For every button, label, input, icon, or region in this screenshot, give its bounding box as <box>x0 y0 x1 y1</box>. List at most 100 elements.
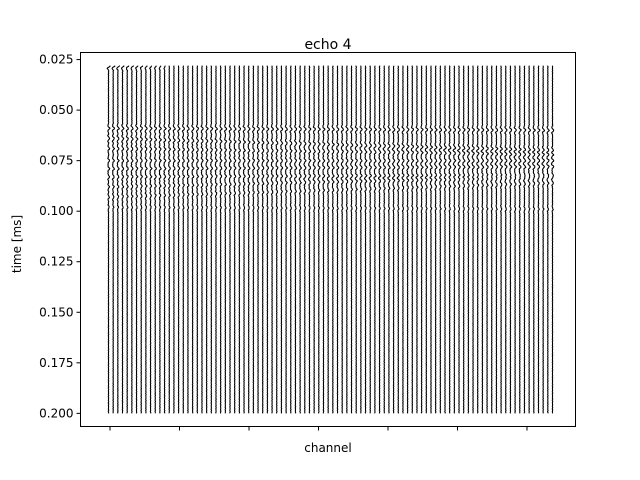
trace-line <box>284 65 289 414</box>
trace-line <box>116 65 121 414</box>
trace-line <box>536 65 541 414</box>
trace-line <box>490 65 494 414</box>
trace-line <box>443 65 447 414</box>
trace-line <box>461 65 466 414</box>
trace-line <box>139 65 144 414</box>
trace-line <box>219 65 223 414</box>
trace-line <box>195 65 200 414</box>
trace-line <box>508 65 513 414</box>
trace-line <box>153 65 158 414</box>
y-tick-label: 0.050 <box>39 103 73 117</box>
trace-line <box>233 65 237 414</box>
trace-line <box>527 65 532 414</box>
trace-line <box>335 65 340 414</box>
trace-line <box>438 65 443 414</box>
y-tick-label: 0.025 <box>39 53 73 67</box>
trace-line <box>172 65 176 414</box>
trace-line <box>345 65 349 414</box>
trace-line <box>513 65 518 414</box>
trace-line <box>205 65 209 414</box>
trace-line <box>214 65 218 414</box>
trace-line <box>401 65 405 414</box>
trace-line <box>471 65 475 414</box>
trace-line <box>504 65 508 414</box>
trace-line <box>125 65 130 414</box>
trace-line <box>368 65 373 414</box>
trace-line <box>322 65 326 414</box>
trace-line <box>275 65 280 414</box>
trace-line <box>130 65 135 414</box>
trace-line <box>270 65 275 414</box>
trace-line <box>359 65 363 414</box>
trace-line <box>120 65 125 414</box>
trace-line <box>163 65 167 414</box>
trace-line <box>480 65 485 414</box>
trace-line <box>452 65 457 414</box>
trace-line <box>144 65 148 414</box>
trace-line <box>186 65 190 414</box>
trace-line <box>252 65 256 414</box>
trace-line <box>424 65 429 414</box>
trace-line <box>111 65 116 414</box>
trace-line <box>410 65 415 414</box>
trace-line <box>545 65 550 414</box>
trace-line <box>256 65 261 414</box>
trace-line <box>550 65 555 414</box>
trace-line <box>191 65 195 414</box>
trace-line <box>405 65 410 414</box>
trace-line <box>223 65 228 414</box>
trace-line <box>363 65 368 414</box>
trace-line <box>289 65 293 414</box>
x-axis-label: channel <box>304 441 351 455</box>
trace-line <box>326 65 331 414</box>
trace-line <box>293 65 298 414</box>
trace-line <box>396 65 401 414</box>
trace-line <box>475 65 481 414</box>
trace-line <box>494 65 499 414</box>
trace-line <box>242 65 247 414</box>
y-tick-label: 0.150 <box>39 305 73 319</box>
trace-line <box>181 65 186 414</box>
trace-line <box>247 65 251 414</box>
trace-line <box>303 65 307 414</box>
trace-line <box>279 65 284 414</box>
trace-line <box>261 65 265 414</box>
trace-line <box>228 65 232 414</box>
y-axis: 0.025 0.050 0.075 0.100 0.125 0.150 0.175 0.200 <box>39 53 81 420</box>
trace-line <box>499 65 504 414</box>
trace-line <box>134 65 139 414</box>
y-tick-label: 0.125 <box>39 255 73 269</box>
trace-line <box>340 65 345 414</box>
trace-line <box>317 65 321 414</box>
trace-line <box>349 65 354 414</box>
trace-line <box>265 65 270 414</box>
trace-line <box>167 65 172 414</box>
trace-line <box>377 65 382 414</box>
trace-line <box>456 65 461 414</box>
trace-line <box>148 65 153 414</box>
y-axis-label: time [ms] <box>10 215 24 273</box>
trace-line <box>391 65 396 414</box>
trace-line <box>387 65 392 414</box>
trace-line <box>522 65 527 414</box>
x-axis <box>109 426 528 431</box>
trace-line <box>312 65 316 414</box>
trace-line <box>541 65 546 414</box>
trace-line <box>298 65 303 414</box>
seismic-traces <box>106 65 555 414</box>
trace-line <box>433 65 438 414</box>
trace-line <box>158 65 163 414</box>
plot-frame <box>80 52 576 427</box>
trace-line <box>331 65 335 414</box>
y-tick-label: 0.200 <box>39 406 73 420</box>
trace-line <box>177 65 181 414</box>
trace-line <box>382 65 387 414</box>
chart-title: echo 4 <box>304 37 351 53</box>
trace-line <box>308 65 312 414</box>
trace-line <box>420 65 424 414</box>
trace-line <box>447 65 452 414</box>
trace-line <box>200 65 204 414</box>
trace-line <box>209 65 214 414</box>
trace-line <box>532 65 536 414</box>
